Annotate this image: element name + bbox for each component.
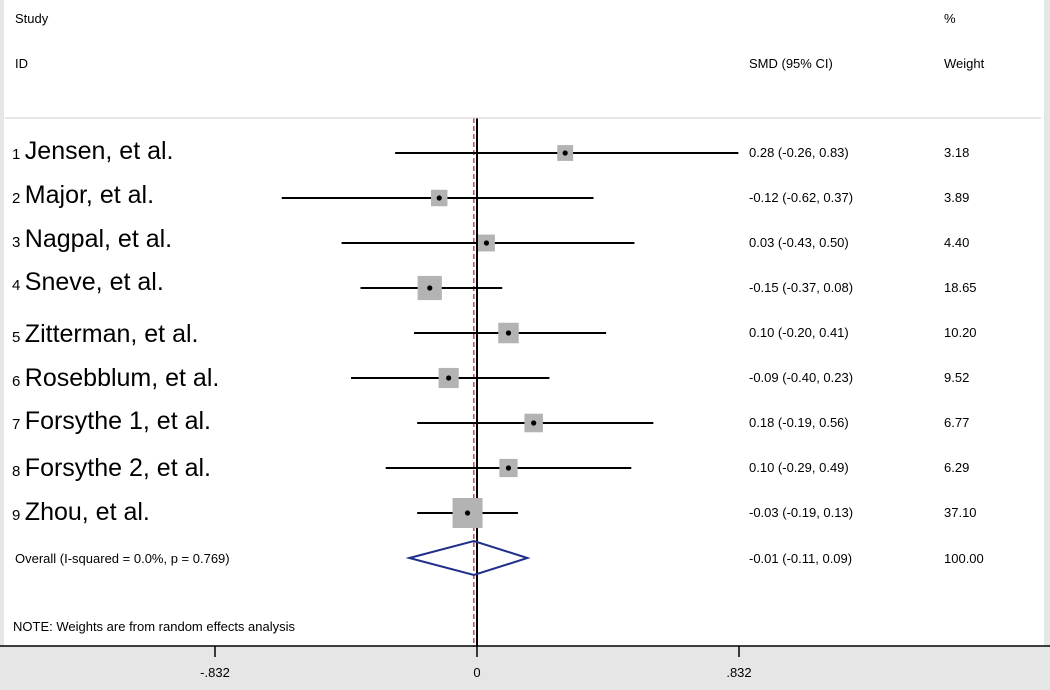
study-row-3: 3 Nagpal, et al. — [12, 225, 172, 254]
study-ci-text: 0.28 (-0.26, 0.83) — [749, 145, 849, 160]
header-study: Study — [15, 11, 49, 26]
study-number: 2 — [12, 190, 21, 207]
study-row-7: 7 Forsythe 1, et al. — [12, 407, 211, 436]
study-number: 7 — [12, 416, 21, 433]
study-point — [505, 330, 512, 336]
study-ci-text: 0.03 (-0.43, 0.50) — [749, 235, 849, 250]
study-row-8: 8 Forsythe 2, et al. — [12, 454, 211, 483]
study-row-6: 6 Rosebblum, et al. — [12, 364, 219, 393]
x-tick-label: 0 — [473, 665, 480, 680]
overall-diamond — [405, 539, 531, 577]
overall-label: Overall (I-squared = 0.0%, p = 0.769) — [15, 551, 230, 566]
study-row-2: 2 Major, et al. — [12, 181, 154, 210]
study-number: 3 — [12, 234, 21, 251]
header-smd: SMD (95% CI) — [749, 56, 833, 71]
study-number: 8 — [12, 463, 21, 480]
study-point — [427, 285, 433, 291]
study-point — [436, 195, 442, 201]
study-weight-text: 10.20 — [944, 325, 977, 340]
x-tick-label: -.832 — [200, 665, 230, 680]
study-number: 6 — [12, 373, 21, 390]
header-percent: % — [944, 11, 956, 26]
study-point — [483, 240, 490, 246]
study-weight-text: 18.65 — [944, 280, 977, 295]
study-number: 4 — [12, 277, 21, 294]
study-point — [464, 510, 471, 516]
study-name: Rosebblum, et al. — [24, 364, 220, 392]
study-ci-text: -0.12 (-0.62, 0.37) — [749, 190, 854, 205]
study-name: Forsythe 1, et al. — [24, 407, 211, 435]
study-ci-text: 0.18 (-0.19, 0.56) — [749, 415, 849, 430]
study-weight-text: 3.89 — [944, 190, 970, 205]
study-weight-text: 6.29 — [944, 460, 970, 475]
study-number: 1 — [12, 146, 21, 163]
overall-weight-text: 100.00 — [944, 551, 984, 566]
study-name: Forsythe 2, et al. — [24, 454, 211, 482]
note-text: NOTE: Weights are from random effects an… — [13, 619, 296, 634]
study-name: Jensen, et al. — [24, 137, 174, 165]
study-row-5: 5 Zitterman, et al. — [12, 320, 198, 349]
study-weight-text: 37.10 — [944, 505, 977, 520]
study-point — [531, 420, 537, 426]
forest-plot-panel — [4, 0, 1044, 646]
study-name: Zitterman, et al. — [24, 320, 199, 348]
study-row-9: 9 Zhou, et al. — [12, 498, 150, 527]
study-ci-text: 0.10 (-0.29, 0.49) — [749, 460, 849, 475]
study-weight-text: 9.52 — [944, 370, 970, 385]
study-name: Nagpal, et al. — [24, 225, 173, 253]
study-ci-text: -0.03 (-0.19, 0.13) — [749, 505, 854, 520]
study-number: 9 — [12, 507, 21, 524]
x-tick-label: .832 — [726, 665, 751, 680]
study-ci-text: 0.10 (-0.20, 0.41) — [749, 325, 849, 340]
study-weight-text: 6.77 — [944, 415, 970, 430]
study-point — [446, 375, 452, 381]
overall-ci-text: -0.01 (-0.11, 0.09) — [749, 551, 853, 566]
study-row-4: 4 Sneve, et al. — [12, 268, 164, 297]
study-ci-text: -0.09 (-0.40, 0.23) — [749, 370, 854, 385]
study-row-1: 1 Jensen, et al. — [12, 137, 174, 166]
header-weight: Weight — [944, 56, 985, 71]
study-name: Major, et al. — [24, 181, 155, 209]
study-ci-text: -0.15 (-0.37, 0.08) — [749, 280, 854, 295]
study-point — [562, 150, 568, 156]
study-name: Sneve, et al. — [24, 268, 164, 296]
study-point — [505, 465, 512, 471]
study-name: Zhou, et al. — [24, 498, 150, 526]
study-number: 5 — [12, 329, 21, 346]
study-weight-text: 4.40 — [944, 235, 970, 250]
header-id: ID — [15, 56, 28, 71]
study-weight-text: 3.18 — [944, 145, 970, 160]
